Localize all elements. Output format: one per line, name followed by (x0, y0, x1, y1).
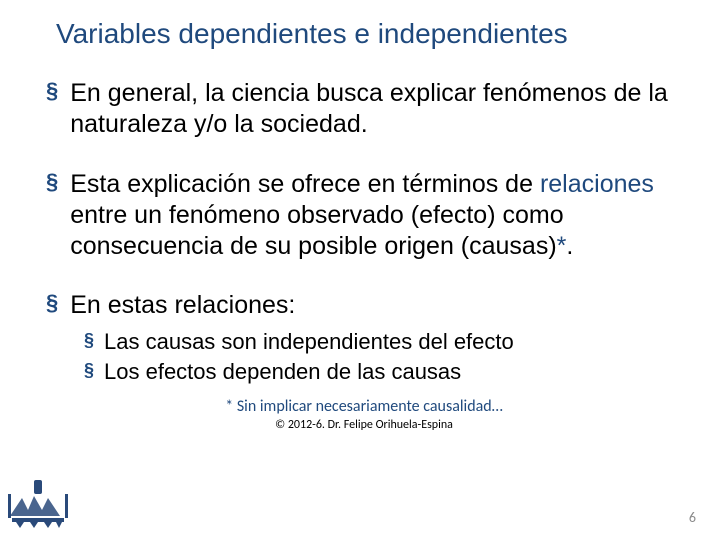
slide-container: Variables dependientes e independientes … (0, 0, 720, 540)
bullet-marker: § (46, 78, 58, 104)
slide-title: Variables dependientes e independientes (56, 18, 682, 50)
bullet-item: § Esta explicación se ofrece en términos… (46, 169, 682, 263)
logo-icon (6, 476, 70, 532)
text-fragment: entre un fenómeno observado (efecto) com… (70, 201, 563, 260)
sub-bullet-item: § Las causas son independientes del efec… (84, 328, 682, 357)
sub-bullet-text: Las causas son independientes del efecto (104, 328, 514, 357)
page-number: 6 (689, 509, 696, 526)
sub-bullet-group: § Las causas son independientes del efec… (84, 328, 682, 387)
text-fragment: . (566, 232, 573, 260)
emphasized-word: relaciones (540, 170, 654, 198)
bullet-marker: § (84, 328, 94, 352)
bullet-text: En general, la ciencia busca explicar fe… (70, 78, 682, 141)
copyright: © 2012-6. Dr. Felipe Orihuela-Espina (46, 418, 682, 432)
text-fragment: Esta explicación se ofrece en términos d… (70, 170, 540, 198)
logo-inaoe (6, 476, 70, 532)
bullet-text: En estas relaciones: (70, 290, 295, 321)
bullet-marker: § (46, 169, 58, 195)
bullet-text: Esta explicación se ofrece en términos d… (70, 169, 682, 263)
bullet-marker: § (84, 358, 94, 382)
asterisk: * (557, 232, 567, 260)
sub-bullet-item: § Los efectos dependen de las causas (84, 358, 682, 387)
bullet-item: § En estas relaciones: (46, 290, 682, 321)
slide-content: § En general, la ciencia busca explicar … (38, 78, 682, 432)
bullet-marker: § (46, 290, 58, 316)
bullet-item: § En general, la ciencia busca explicar … (46, 78, 682, 141)
sub-bullet-text: Los efectos dependen de las causas (104, 358, 461, 387)
footnote: * Sin implicar necesariamente causalidad… (46, 397, 682, 416)
